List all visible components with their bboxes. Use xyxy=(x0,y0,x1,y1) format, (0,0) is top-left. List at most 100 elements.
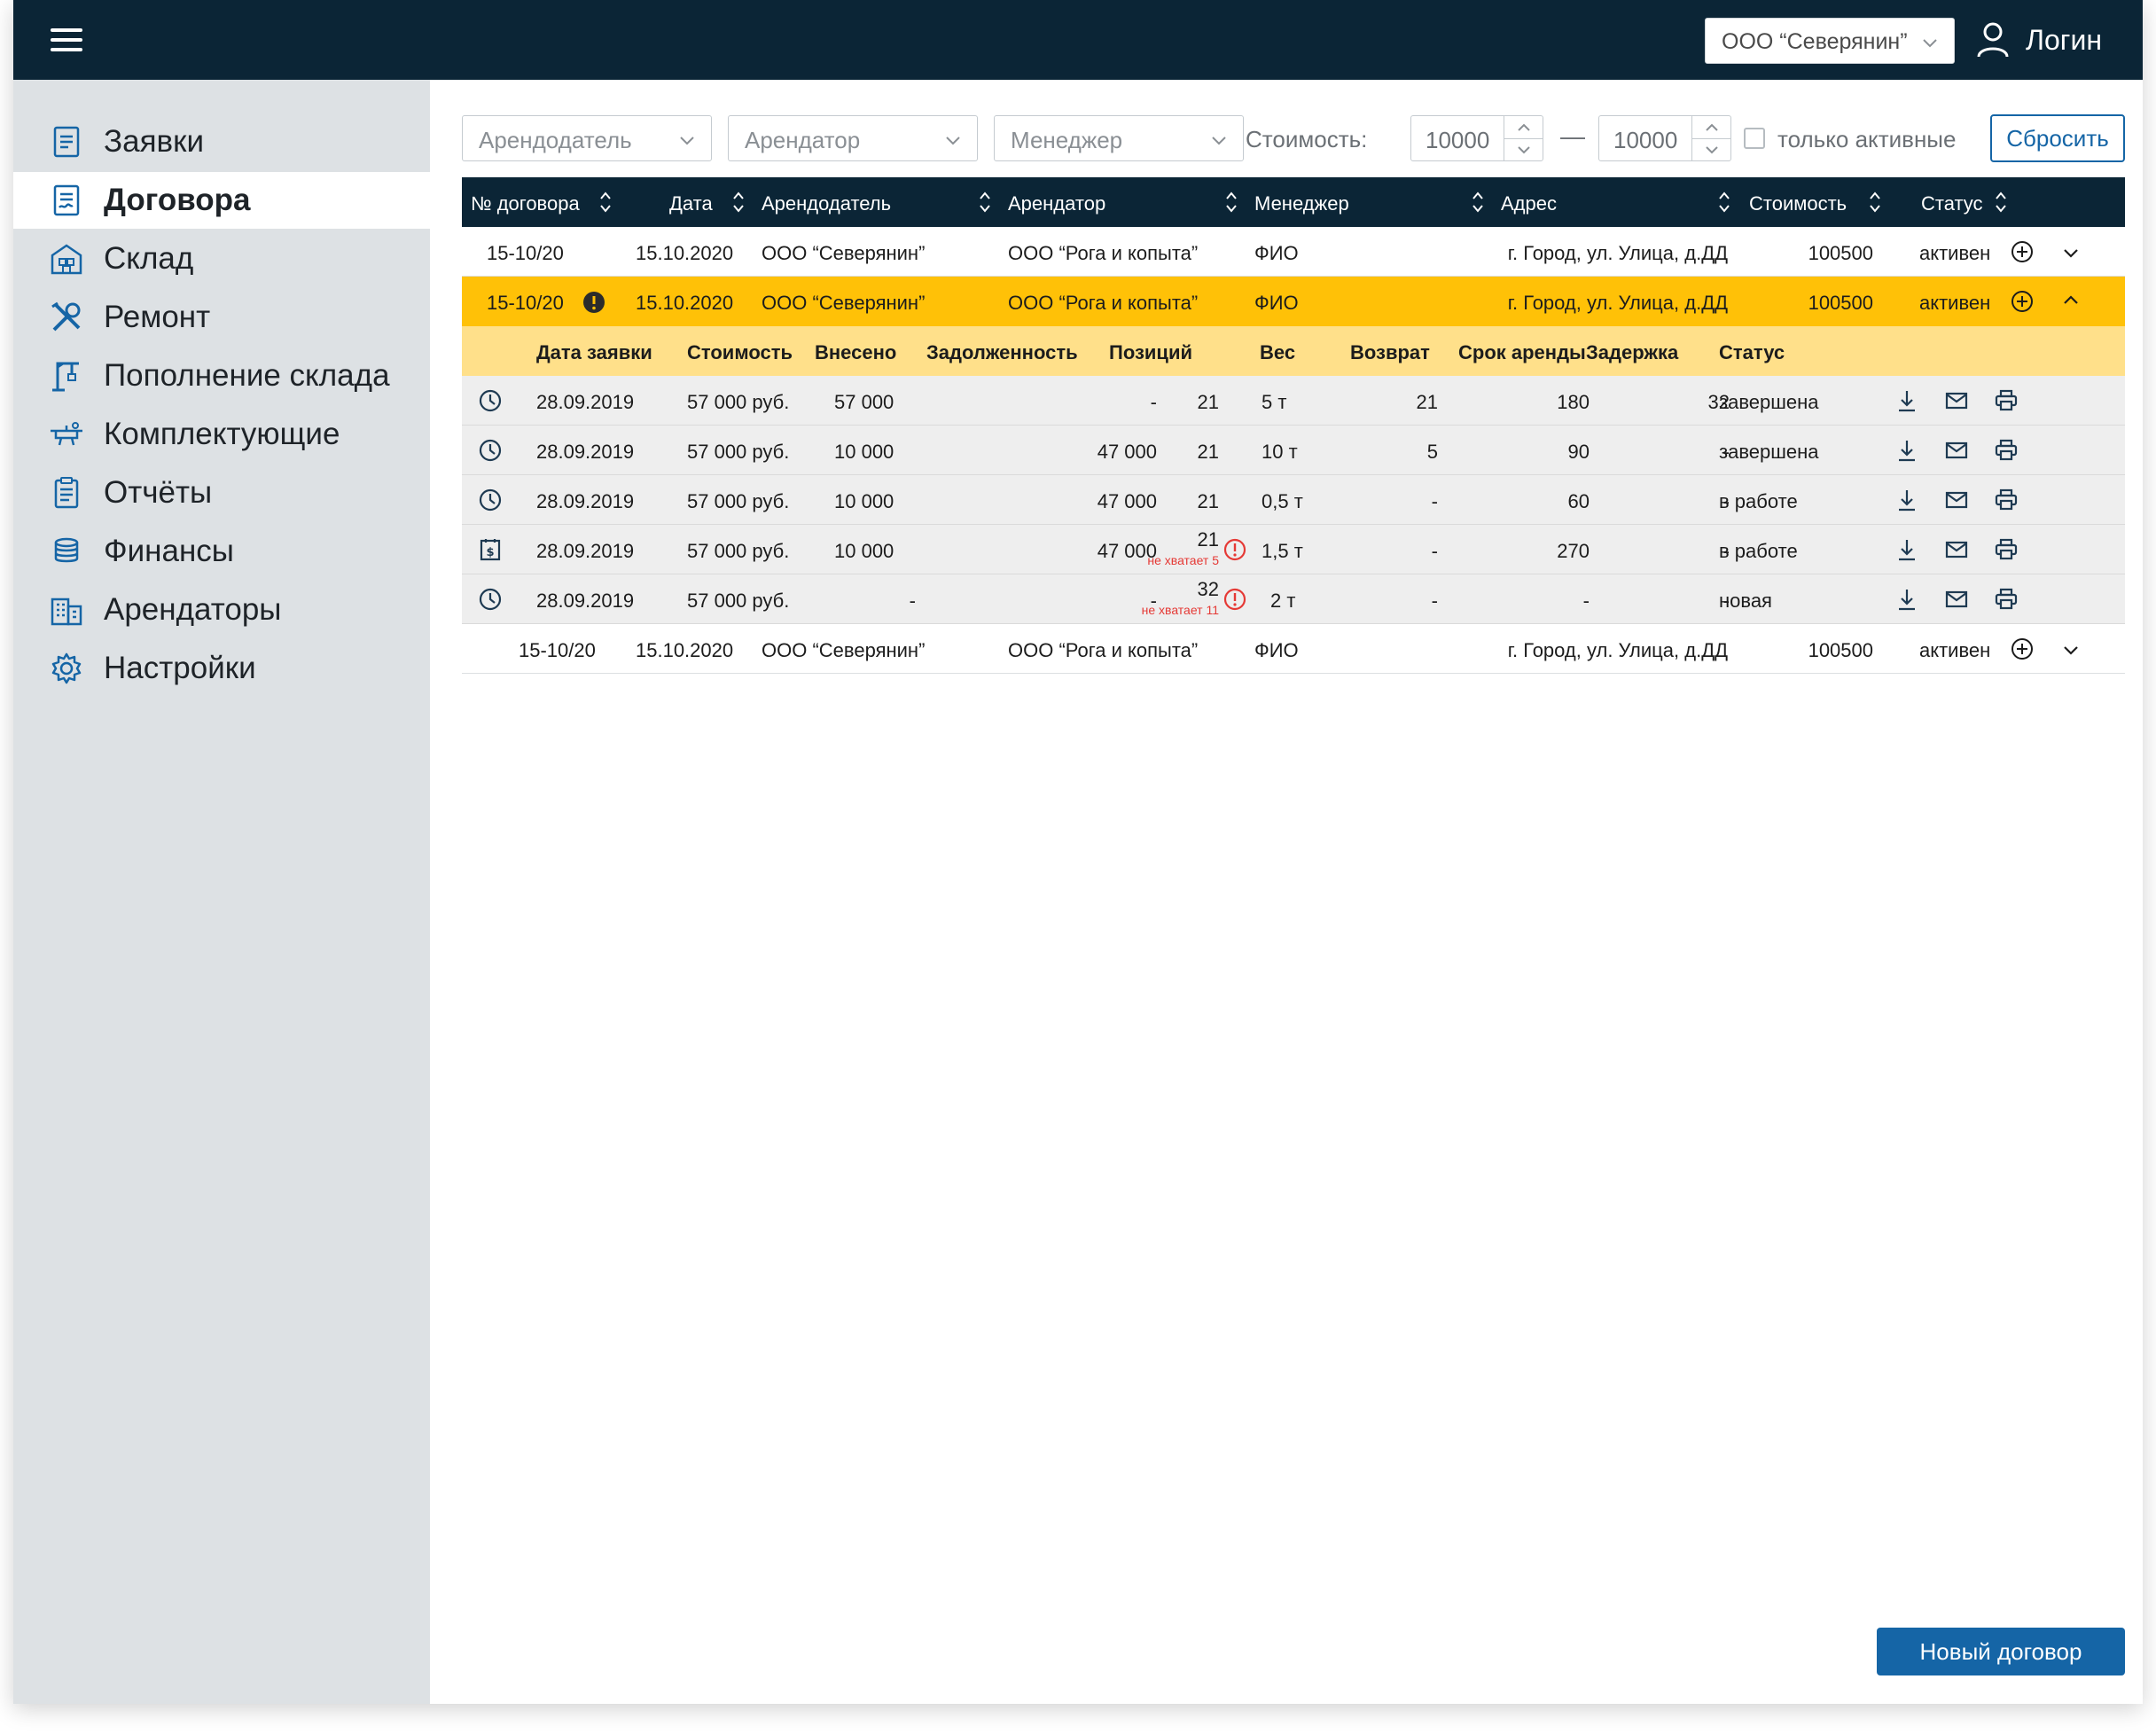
print-icon[interactable] xyxy=(1994,488,2019,512)
tenant-select[interactable]: Арендатор xyxy=(728,115,978,161)
mail-icon[interactable] xyxy=(1944,438,1969,463)
chevron-up-icon[interactable] xyxy=(2061,291,2081,310)
add-circle-icon[interactable] xyxy=(2010,239,2035,264)
sidebar-item-warehouse[interactable]: Склад xyxy=(13,230,430,287)
mail-icon[interactable] xyxy=(1944,537,1969,562)
chevron-up-icon[interactable] xyxy=(1692,116,1731,138)
sort-icon[interactable] xyxy=(1994,190,2008,215)
request-positions: 21 xyxy=(1197,490,1219,512)
mail-icon[interactable] xyxy=(1944,587,1969,612)
contract-number: 15-10/20 xyxy=(487,292,564,314)
request-positions: 21 xyxy=(1197,391,1219,413)
request-delay: 32 xyxy=(1707,391,1730,413)
sort-icon[interactable] xyxy=(731,190,746,215)
header-tenant[interactable]: Арендатор xyxy=(1008,192,1106,215)
contract-cost: 100500 xyxy=(1808,639,1873,661)
sidebar-item-settings[interactable]: Настройки xyxy=(13,640,430,697)
sort-icon[interactable] xyxy=(1224,190,1238,215)
cost-to-input[interactable]: 10000 xyxy=(1598,115,1731,161)
header-landlord[interactable]: Арендодатель xyxy=(762,192,892,215)
reset-button[interactable]: Сбросить xyxy=(1990,114,2125,162)
print-icon[interactable] xyxy=(1994,537,2019,562)
contract-date: 15.10.2020 xyxy=(636,292,734,314)
request-row[interactable]: 28.09.2019 57 000 руб. 10 000 47 000 21 … xyxy=(462,426,2125,475)
table-row[interactable]: 15-10/20 15.10.2020 ООО “Северянин” ООО … xyxy=(462,227,2125,277)
download-icon[interactable] xyxy=(1894,438,1919,463)
download-icon[interactable] xyxy=(1894,488,1919,512)
request-cost: 57 000 руб. xyxy=(687,540,790,562)
request-positions: 21 xyxy=(1197,528,1219,551)
request-delay: - xyxy=(1722,540,1730,562)
download-icon[interactable] xyxy=(1894,388,1919,413)
request-row[interactable]: 28.09.2019 57 000 руб. - - 32 не хватает… xyxy=(462,574,2125,624)
menu-icon[interactable] xyxy=(51,28,82,51)
request-paid: 10 000 xyxy=(834,441,894,463)
sidebar-item-label: Комплектующие xyxy=(104,417,340,451)
add-circle-icon[interactable] xyxy=(2010,289,2035,314)
sort-icon[interactable] xyxy=(1717,190,1731,215)
sort-icon[interactable] xyxy=(1471,190,1485,215)
chevron-down-icon[interactable] xyxy=(2061,640,2081,660)
sidebar-item-tenants[interactable]: Арендаторы xyxy=(13,582,430,638)
cost-from-input[interactable]: 10000 xyxy=(1410,115,1543,161)
landlord-select[interactable]: Арендодатель xyxy=(462,115,712,161)
cost-to-stepper[interactable] xyxy=(1691,116,1731,160)
request-paid: 10 000 xyxy=(834,490,894,512)
sub-header-delay: Задержка xyxy=(1586,341,1679,363)
print-icon[interactable] xyxy=(1994,388,2019,413)
sort-icon[interactable] xyxy=(1868,190,1882,215)
sidebar-item-reports[interactable]: Отчёты xyxy=(13,465,430,521)
sort-icon[interactable] xyxy=(978,190,992,215)
user-icon xyxy=(1977,22,2009,58)
company-select[interactable]: ООО “Северянин” xyxy=(1705,18,1955,64)
mail-icon[interactable] xyxy=(1944,388,1969,413)
sort-icon[interactable] xyxy=(598,190,613,215)
request-return: - xyxy=(1431,540,1438,562)
header-cost[interactable]: Стоимость xyxy=(1749,192,1847,215)
sub-header-paid: Внесено xyxy=(815,341,897,363)
warning-circle-icon xyxy=(1223,588,1246,611)
contract-date: 15.10.2020 xyxy=(636,242,734,264)
table-row[interactable]: 15-10/20 15.10.2020 ООО “Северянин” ООО … xyxy=(462,624,2125,674)
header-manager[interactable]: Менеджер xyxy=(1254,192,1349,215)
only-active-label[interactable]: только активные xyxy=(1777,126,1957,152)
sidebar-item-restock[interactable]: Пополнение склада xyxy=(13,348,430,404)
sidebar-item-repair[interactable]: Ремонт xyxy=(13,289,430,346)
sidebar-item-components[interactable]: Комплектующие xyxy=(13,406,430,463)
invoice-icon: $ xyxy=(480,539,501,561)
cost-from-value: 10000 xyxy=(1426,127,1490,153)
user-menu[interactable]: Логин xyxy=(1976,20,2102,60)
chevron-down-icon[interactable] xyxy=(2061,243,2081,262)
header-status[interactable]: Статус xyxy=(1921,192,1983,215)
request-term: 270 xyxy=(1557,540,1590,562)
tenant-select-placeholder: Арендатор xyxy=(745,127,861,153)
download-icon[interactable] xyxy=(1894,587,1919,612)
request-cost: 57 000 руб. xyxy=(687,490,790,512)
sidebar-item-finance[interactable]: Финансы xyxy=(13,523,430,580)
header-date[interactable]: Дата xyxy=(669,192,713,215)
sidebar-item-requests[interactable]: Заявки xyxy=(13,113,430,170)
cost-from-stepper[interactable] xyxy=(1504,116,1543,160)
header-address[interactable]: Адрес xyxy=(1501,192,1557,215)
sidebar-item-contracts[interactable]: Договора xyxy=(13,172,430,229)
add-circle-icon[interactable] xyxy=(2010,637,2035,661)
request-debt: - xyxy=(1150,391,1157,413)
mail-icon[interactable] xyxy=(1944,488,1969,512)
header-number[interactable]: № договора xyxy=(471,192,580,215)
request-status: завершена xyxy=(1719,391,1819,413)
sub-header-positions: Позиций xyxy=(1109,341,1192,363)
request-row[interactable]: 28.09.2019 57 000 руб. 10 000 47 000 21 … xyxy=(462,475,2125,525)
manager-select[interactable]: Менеджер xyxy=(994,115,1244,161)
download-icon[interactable] xyxy=(1894,537,1919,562)
print-icon[interactable] xyxy=(1994,587,2019,612)
chevron-down-icon[interactable] xyxy=(1504,138,1543,160)
table-row-expanded[interactable]: 15-10/20 15.10.2020 ООО “Северянин” ООО … xyxy=(462,277,2125,326)
chevron-down-icon[interactable] xyxy=(1692,138,1731,160)
request-row[interactable]: 28.09.2019 57 000 руб. 57 000 - 21 5 т 2… xyxy=(462,376,2125,426)
new-contract-button[interactable]: Новый договор xyxy=(1877,1628,2125,1675)
request-row[interactable]: $ 28.09.2019 57 000 руб. 10 000 47 000 2… xyxy=(462,525,2125,574)
print-icon[interactable] xyxy=(1994,438,2019,463)
sidebar-item-label: Пополнение склада xyxy=(104,358,390,393)
chevron-up-icon[interactable] xyxy=(1504,116,1543,138)
only-active-checkbox[interactable] xyxy=(1744,128,1765,149)
